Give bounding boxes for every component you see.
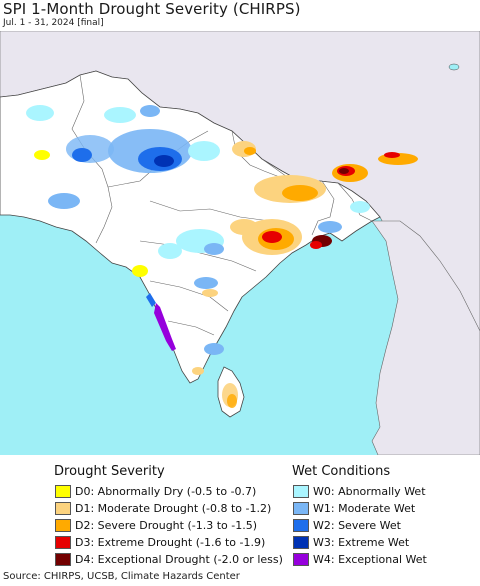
swatch-w0 — [293, 485, 309, 498]
legend-label-d0: D0: Abnormally Dry (-0.5 to -0.7) — [75, 485, 257, 498]
drought-legend-heading: Drought Severity — [54, 464, 165, 479]
legend-item-w4: W4: Exceptional Wet — [293, 551, 427, 568]
legend-label-w2: W2: Severe Wet — [313, 519, 401, 532]
swatch-w1 — [293, 502, 309, 515]
source-credit: Source: CHIRPS, UCSB, Climate Hazards Ce… — [3, 571, 240, 582]
legend-item-d2: D2: Severe Drought (-1.3 to -1.5) — [55, 517, 257, 534]
swatch-w2 — [293, 519, 309, 532]
small-lake — [448, 63, 460, 71]
legend: Drought Severity Wet Conditions D0: Abno… — [0, 458, 480, 570]
legend-label-w1: W1: Moderate Wet — [313, 502, 416, 515]
legend-item-w2: W2: Severe Wet — [293, 517, 401, 534]
swatch-d1 — [55, 502, 71, 515]
map-canvas — [0, 31, 480, 455]
drought-areas — [34, 141, 418, 408]
legend-item-d4: D4: Exceptional Drought (-2.0 or less) — [55, 551, 283, 568]
legend-item-w0: W0: Abnormally Wet — [293, 483, 426, 500]
swatch-d2 — [55, 519, 71, 532]
legend-item-d1: D1: Moderate Drought (-0.8 to -1.2) — [55, 500, 271, 517]
legend-label-d4: D4: Exceptional Drought (-2.0 or less) — [75, 553, 283, 566]
legend-label-w4: W4: Exceptional Wet — [313, 553, 427, 566]
legend-item-d3: D3: Extreme Drought (-1.6 to -1.9) — [55, 534, 265, 551]
legend-item-w1: W1: Moderate Wet — [293, 500, 415, 517]
swatch-w4 — [293, 553, 309, 566]
myanmar-coast — [371, 220, 480, 455]
legend-item-d0: D0: Abnormally Dry (-0.5 to -0.7) — [55, 483, 256, 500]
western-ghats-wet-strip — [154, 303, 176, 351]
swatch-d3 — [55, 536, 71, 549]
legend-item-w3: W3: Extreme Wet — [293, 534, 409, 551]
date-range-subtitle: Jul. 1 - 31, 2024 [final] — [3, 18, 104, 28]
swatch-w3 — [293, 536, 309, 549]
wet-areas — [26, 105, 370, 355]
legend-label-d1: D1: Moderate Drought (-0.8 to -1.2) — [75, 502, 272, 515]
swatch-d0 — [55, 485, 71, 498]
legend-label-w0: W0: Abnormally Wet — [313, 485, 426, 498]
legend-label-d3: D3: Extreme Drought (-1.6 to -1.9) — [75, 536, 266, 549]
page-title: SPI 1-Month Drought Severity (CHIRPS) — [3, 0, 301, 18]
legend-label-w3: W3: Extreme Wet — [313, 536, 410, 549]
drought-map — [0, 31, 480, 455]
wet-legend-heading: Wet Conditions — [292, 464, 391, 479]
legend-label-d2: D2: Severe Drought (-1.3 to -1.5) — [75, 519, 258, 532]
swatch-d4 — [55, 553, 71, 566]
